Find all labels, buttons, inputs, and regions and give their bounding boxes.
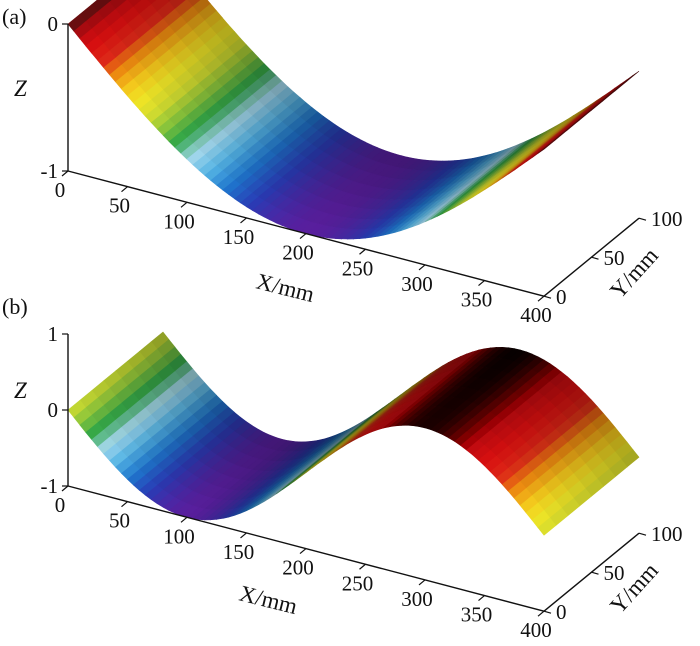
x-tick-mark bbox=[180, 201, 188, 208]
x-tick-label: 100 bbox=[163, 209, 195, 233]
y-tick-label: 100 bbox=[651, 207, 683, 231]
panel-label-b: (b) bbox=[2, 294, 28, 319]
x-tick-label: 250 bbox=[342, 571, 374, 595]
x-tick-label: 0 bbox=[55, 493, 66, 517]
x-tick-label: 400 bbox=[520, 303, 552, 327]
y-tick-mark bbox=[591, 256, 599, 260]
y-tick-label: 50 bbox=[604, 561, 625, 585]
x-tick-mark bbox=[121, 501, 128, 508]
x-tick-mark bbox=[180, 516, 188, 523]
x-tick-label: 100 bbox=[163, 524, 195, 548]
x-tick-label: 150 bbox=[223, 540, 255, 564]
y-tick-label: 50 bbox=[604, 246, 625, 270]
y-tick-label: 0 bbox=[556, 600, 567, 624]
x-tick-mark bbox=[240, 217, 247, 224]
x-tick-label: 350 bbox=[461, 288, 493, 312]
x-tick-label: 250 bbox=[342, 256, 374, 280]
y-tick-mark bbox=[591, 571, 599, 575]
z-tick-label: 1 bbox=[48, 322, 59, 346]
x-tick-label: 400 bbox=[520, 618, 552, 642]
y-tick-mark bbox=[543, 295, 552, 299]
z-tick-label: 0 bbox=[48, 12, 59, 36]
x-tick-label: 200 bbox=[282, 556, 314, 580]
x-tick-mark bbox=[537, 610, 545, 617]
surface-patch bbox=[537, 517, 557, 536]
surface-b bbox=[67, 331, 640, 536]
x-tick-mark bbox=[359, 248, 366, 255]
x-tick-label: 350 bbox=[461, 603, 493, 627]
x-tick-label: 300 bbox=[401, 272, 433, 296]
z-tick-label: -1 bbox=[41, 474, 59, 498]
x-tick-mark bbox=[418, 264, 426, 271]
x-tick-mark bbox=[61, 485, 69, 492]
x-tick-label: 50 bbox=[109, 194, 130, 218]
x-axis-title-b: X/mm bbox=[237, 581, 300, 620]
x-tick-label: 300 bbox=[401, 587, 433, 611]
x-tick-mark bbox=[537, 295, 545, 302]
x-tick-mark bbox=[61, 170, 69, 177]
x-tick-mark bbox=[299, 233, 307, 240]
x-tick-label: 50 bbox=[109, 509, 130, 533]
y-tick-mark bbox=[543, 610, 552, 614]
surface-a bbox=[67, 0, 640, 240]
z-axis-title-a: Z bbox=[14, 76, 27, 101]
y-tick-mark bbox=[638, 532, 647, 536]
x-tick-mark bbox=[478, 280, 485, 287]
x-tick-mark bbox=[121, 186, 128, 193]
x-tick-label: 0 bbox=[55, 178, 66, 202]
y-tick-label: 0 bbox=[556, 285, 567, 309]
z-tick-label: -1 bbox=[41, 159, 59, 183]
x-tick-mark bbox=[240, 532, 247, 539]
z-tick-label: 0 bbox=[48, 398, 59, 422]
x-tick-mark bbox=[418, 579, 426, 586]
panel-label-a: (a) bbox=[2, 4, 26, 29]
x-tick-label: 150 bbox=[223, 225, 255, 249]
surface-patch bbox=[537, 139, 557, 154]
x-tick-mark bbox=[478, 595, 485, 602]
y-tick-label: 100 bbox=[651, 522, 683, 546]
x-axis-title-a: X/mm bbox=[254, 269, 317, 308]
z-axis-title-b: Z bbox=[14, 378, 27, 403]
x-tick-mark bbox=[299, 548, 307, 555]
x-tick-mark bbox=[359, 563, 366, 570]
x-tick-label: 200 bbox=[282, 241, 314, 265]
y-tick-mark bbox=[638, 217, 647, 221]
